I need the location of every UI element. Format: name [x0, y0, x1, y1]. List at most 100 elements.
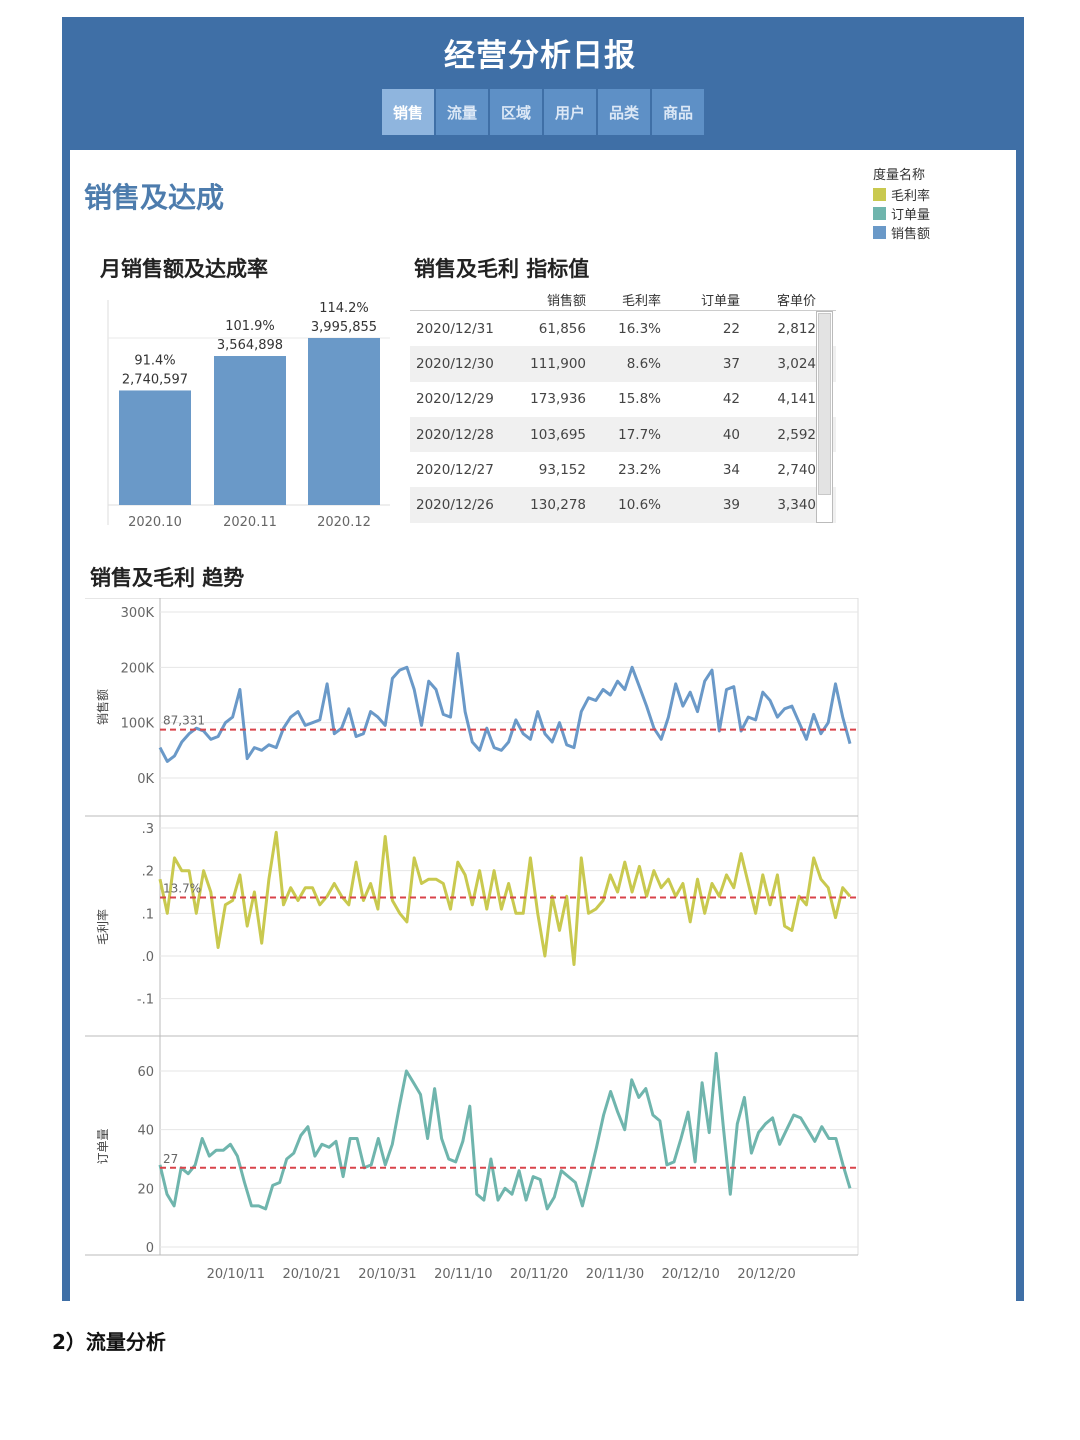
legend-swatch-sales — [873, 226, 886, 239]
header-margin[interactable]: 毛利率 — [621, 294, 661, 309]
tab-users[interactable]: 用户 — [544, 89, 596, 135]
y-tick-label: .0 — [142, 950, 154, 965]
table-cell: 103,695 — [530, 426, 586, 443]
legend-label: 订单量 — [891, 208, 931, 223]
x-tick-label: 20/11/20 — [510, 1267, 568, 1282]
table-cell: 2020/12/26 — [416, 497, 494, 514]
table-cell: 111,900 — [530, 355, 586, 372]
bar-rate-label: 114.2% — [319, 301, 369, 316]
x-tick-label: 20/10/31 — [358, 1267, 416, 1282]
table-cell: 130,278 — [530, 497, 586, 514]
next-section-heading: 2）流量分析 — [52, 1330, 166, 1354]
x-tick-label: 20/10/21 — [282, 1267, 340, 1282]
tab-category[interactable]: 品类 — [598, 89, 650, 135]
section-title: 销售及达成 — [84, 181, 225, 214]
header-avg-price[interactable]: 客单价 — [776, 294, 816, 309]
y-tick-label: 60 — [137, 1065, 154, 1080]
y-axis-title: 毛利率 — [95, 909, 110, 945]
table-cell: 93,152 — [538, 461, 586, 478]
y-tick-label: 300K — [121, 606, 155, 621]
y-tick-label: .3 — [142, 822, 154, 837]
bar-value-label: 3,564,898 — [217, 338, 283, 353]
measure-legend: 度量名称 毛利率 订单量 销售额 — [873, 164, 930, 242]
bar-2020.11 — [214, 356, 286, 505]
table-row[interactable]: 2020/12/30 111,900 8.6% 37 3,024 — [410, 346, 836, 382]
table-row[interactable]: 2020/12/26 130,278 10.6% 39 3,340 — [410, 487, 836, 523]
y-tick-label: 0K — [137, 772, 154, 787]
series-line-2 — [158, 1051, 852, 1211]
table-cell: 34 — [722, 461, 740, 478]
table-cell: 39 — [722, 497, 740, 514]
trend-chart: 300K 200K 100K 0K 销售额 87,331 .3 .2 .1 .0 -.1 毛利率 13.… — [85, 598, 859, 1282]
legend-swatch-margin — [873, 188, 886, 201]
table-cell: 3,024 — [777, 355, 816, 372]
y-tick-label: 40 — [137, 1124, 154, 1139]
trend-chart-title: 销售及毛利 趋势 — [90, 566, 245, 590]
table-row[interactable]: 2020/12/31 61,856 16.3% 22 2,812 — [410, 311, 836, 346]
table-cell: 15.8% — [618, 391, 661, 408]
tab-traffic[interactable]: 流量 — [436, 89, 488, 135]
legend-item-orders[interactable]: 订单量 — [873, 204, 930, 223]
table-cell: 3,340 — [777, 497, 816, 514]
table-body: 2020/12/31 61,856 16.3% 22 2,812 2020/12/30 11… — [410, 311, 836, 523]
table-cell: 37 — [722, 355, 740, 372]
table-cell: 61,856 — [538, 320, 586, 337]
tab-region[interactable]: 区域 — [490, 89, 542, 135]
y-axis-title: 销售额 — [95, 689, 110, 725]
header-sales[interactable]: 销售额 — [546, 294, 586, 309]
legend-item-margin[interactable]: 毛利率 — [873, 185, 930, 204]
x-tick-label: 20/11/30 — [586, 1267, 644, 1282]
table-cell: 2020/12/29 — [416, 391, 494, 408]
table-cell: 2020/12/27 — [416, 461, 494, 478]
bar-2020.10 — [119, 390, 191, 505]
header-date — [410, 290, 514, 310]
table-cell: 22 — [722, 320, 740, 337]
bar-month-label: 2020.11 — [223, 515, 277, 530]
y-tick-label: 100K — [121, 717, 155, 732]
table-cell: 42 — [722, 391, 740, 408]
table-cell: 2020/12/30 — [416, 355, 494, 372]
x-tick-label: 20/11/10 — [434, 1267, 492, 1282]
table-header: 销售额 毛利率 订单量 客单价 — [410, 290, 836, 311]
table-cell: 2020/12/31 — [416, 320, 494, 337]
table-cell: 2,740 — [777, 461, 816, 478]
y-tick-label: 0 — [146, 1241, 154, 1256]
bar-rate-label: 91.4% — [134, 353, 175, 368]
scrollbar-thumb[interactable] — [818, 313, 831, 495]
table-cell: 17.7% — [618, 426, 661, 443]
bar-value-label: 2,740,597 — [122, 372, 188, 387]
y-tick-label: .1 — [142, 907, 154, 922]
tab-bar: 销售 流量 区域 用户 品类 商品 — [382, 89, 706, 135]
y-tick-label: -.1 — [137, 993, 154, 1008]
legend-label: 销售额 — [891, 227, 931, 242]
bar-month-label: 2020.12 — [317, 515, 371, 530]
reference-label: 27 — [163, 1152, 178, 1166]
kpi-table: 销售额 毛利率 订单量 客单价 2020/12/31 61,856 16.3% 22 2… — [410, 290, 836, 523]
tab-product[interactable]: 商品 — [652, 89, 704, 135]
reference-label: 87,331 — [163, 714, 205, 728]
table-cell: 40 — [722, 426, 740, 443]
header-orders[interactable]: 订单量 — [700, 294, 740, 309]
series-line-0 — [158, 652, 852, 763]
tab-sales[interactable]: 销售 — [382, 89, 434, 135]
legend-title: 度量名称 — [873, 168, 926, 183]
table-row[interactable]: 2020/12/27 93,152 23.2% 34 2,740 — [410, 452, 836, 487]
monthly-bar-chart: 91.4% 2,740,597 2020.10 101.9% 3,564,898 2020… — [107, 300, 390, 530]
table-scrollbar[interactable] — [816, 311, 833, 523]
table-cell: 4,141 — [777, 391, 816, 408]
table-cell: 173,936 — [530, 391, 586, 408]
legend-item-sales[interactable]: 销售额 — [873, 223, 930, 242]
reference-label: 13.7% — [163, 882, 201, 896]
y-tick-label: 20 — [137, 1182, 154, 1197]
legend-label: 毛利率 — [891, 189, 931, 204]
y-tick-label: 200K — [121, 661, 155, 676]
y-tick-label: .2 — [142, 865, 154, 880]
bar-month-label: 2020.10 — [128, 515, 182, 530]
table-row[interactable]: 2020/12/28 103,695 17.7% 40 2,592 — [410, 416, 836, 453]
bar-2020.12 — [308, 338, 380, 505]
table-cell: 2020/12/28 — [416, 426, 494, 443]
table-cell: 8.6% — [626, 355, 661, 372]
y-axis-title: 订单量 — [96, 1128, 110, 1164]
table-row[interactable]: 2020/12/29 173,936 15.8% 42 4,141 — [410, 382, 836, 417]
app-title: 经营分析日报 — [444, 38, 636, 74]
